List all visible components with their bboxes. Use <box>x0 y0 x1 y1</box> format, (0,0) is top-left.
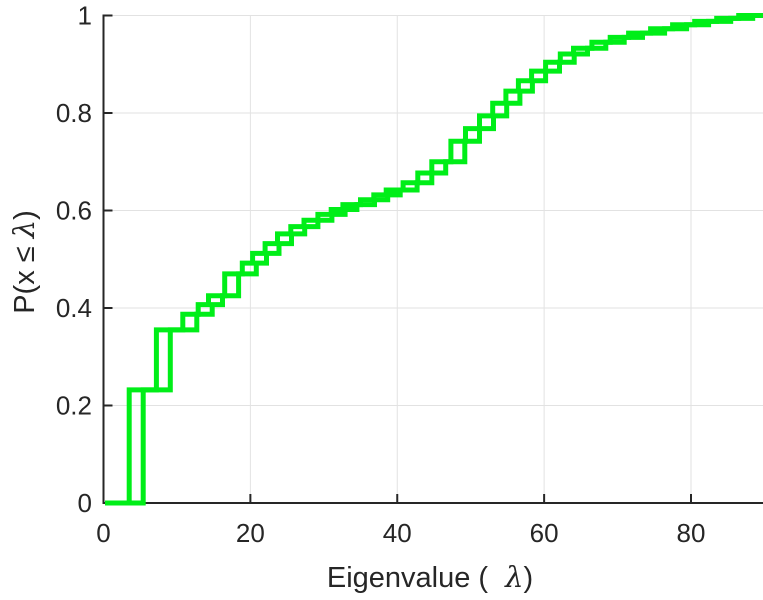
y-tick-label: 0.6 <box>56 196 92 226</box>
x-axis-label-text: Eigenvalue ( <box>326 562 489 594</box>
y-axis-label: P(x ≤ λ) <box>7 132 41 392</box>
ecdf-curve-2 <box>105 13 763 506</box>
y-tick-label: 0.8 <box>56 98 92 128</box>
x-tick-label: 0 <box>96 518 110 548</box>
y-tick-label: 0.4 <box>56 293 92 323</box>
lambda-symbol: λ <box>505 560 524 594</box>
x-tick-label: 60 <box>530 518 559 548</box>
x-axis-label-suffix: ) <box>523 562 534 594</box>
x-tick-label: 40 <box>383 518 412 548</box>
y-tick-label: 0.2 <box>56 391 92 421</box>
x-tick-label: 20 <box>236 518 265 548</box>
y-tick-label: 1 <box>78 1 92 31</box>
x-tick-label: 80 <box>677 518 706 548</box>
y-tick-label: 0 <box>78 488 92 518</box>
y-axis-label-text: P(x ≤ <box>9 238 41 314</box>
lambda-symbol: λ <box>7 219 41 239</box>
y-axis-label-suffix: ) <box>9 210 41 220</box>
x-axis-label: Eigenvalue ( λ) <box>105 560 755 595</box>
ecdf-curve-1 <box>105 13 763 506</box>
